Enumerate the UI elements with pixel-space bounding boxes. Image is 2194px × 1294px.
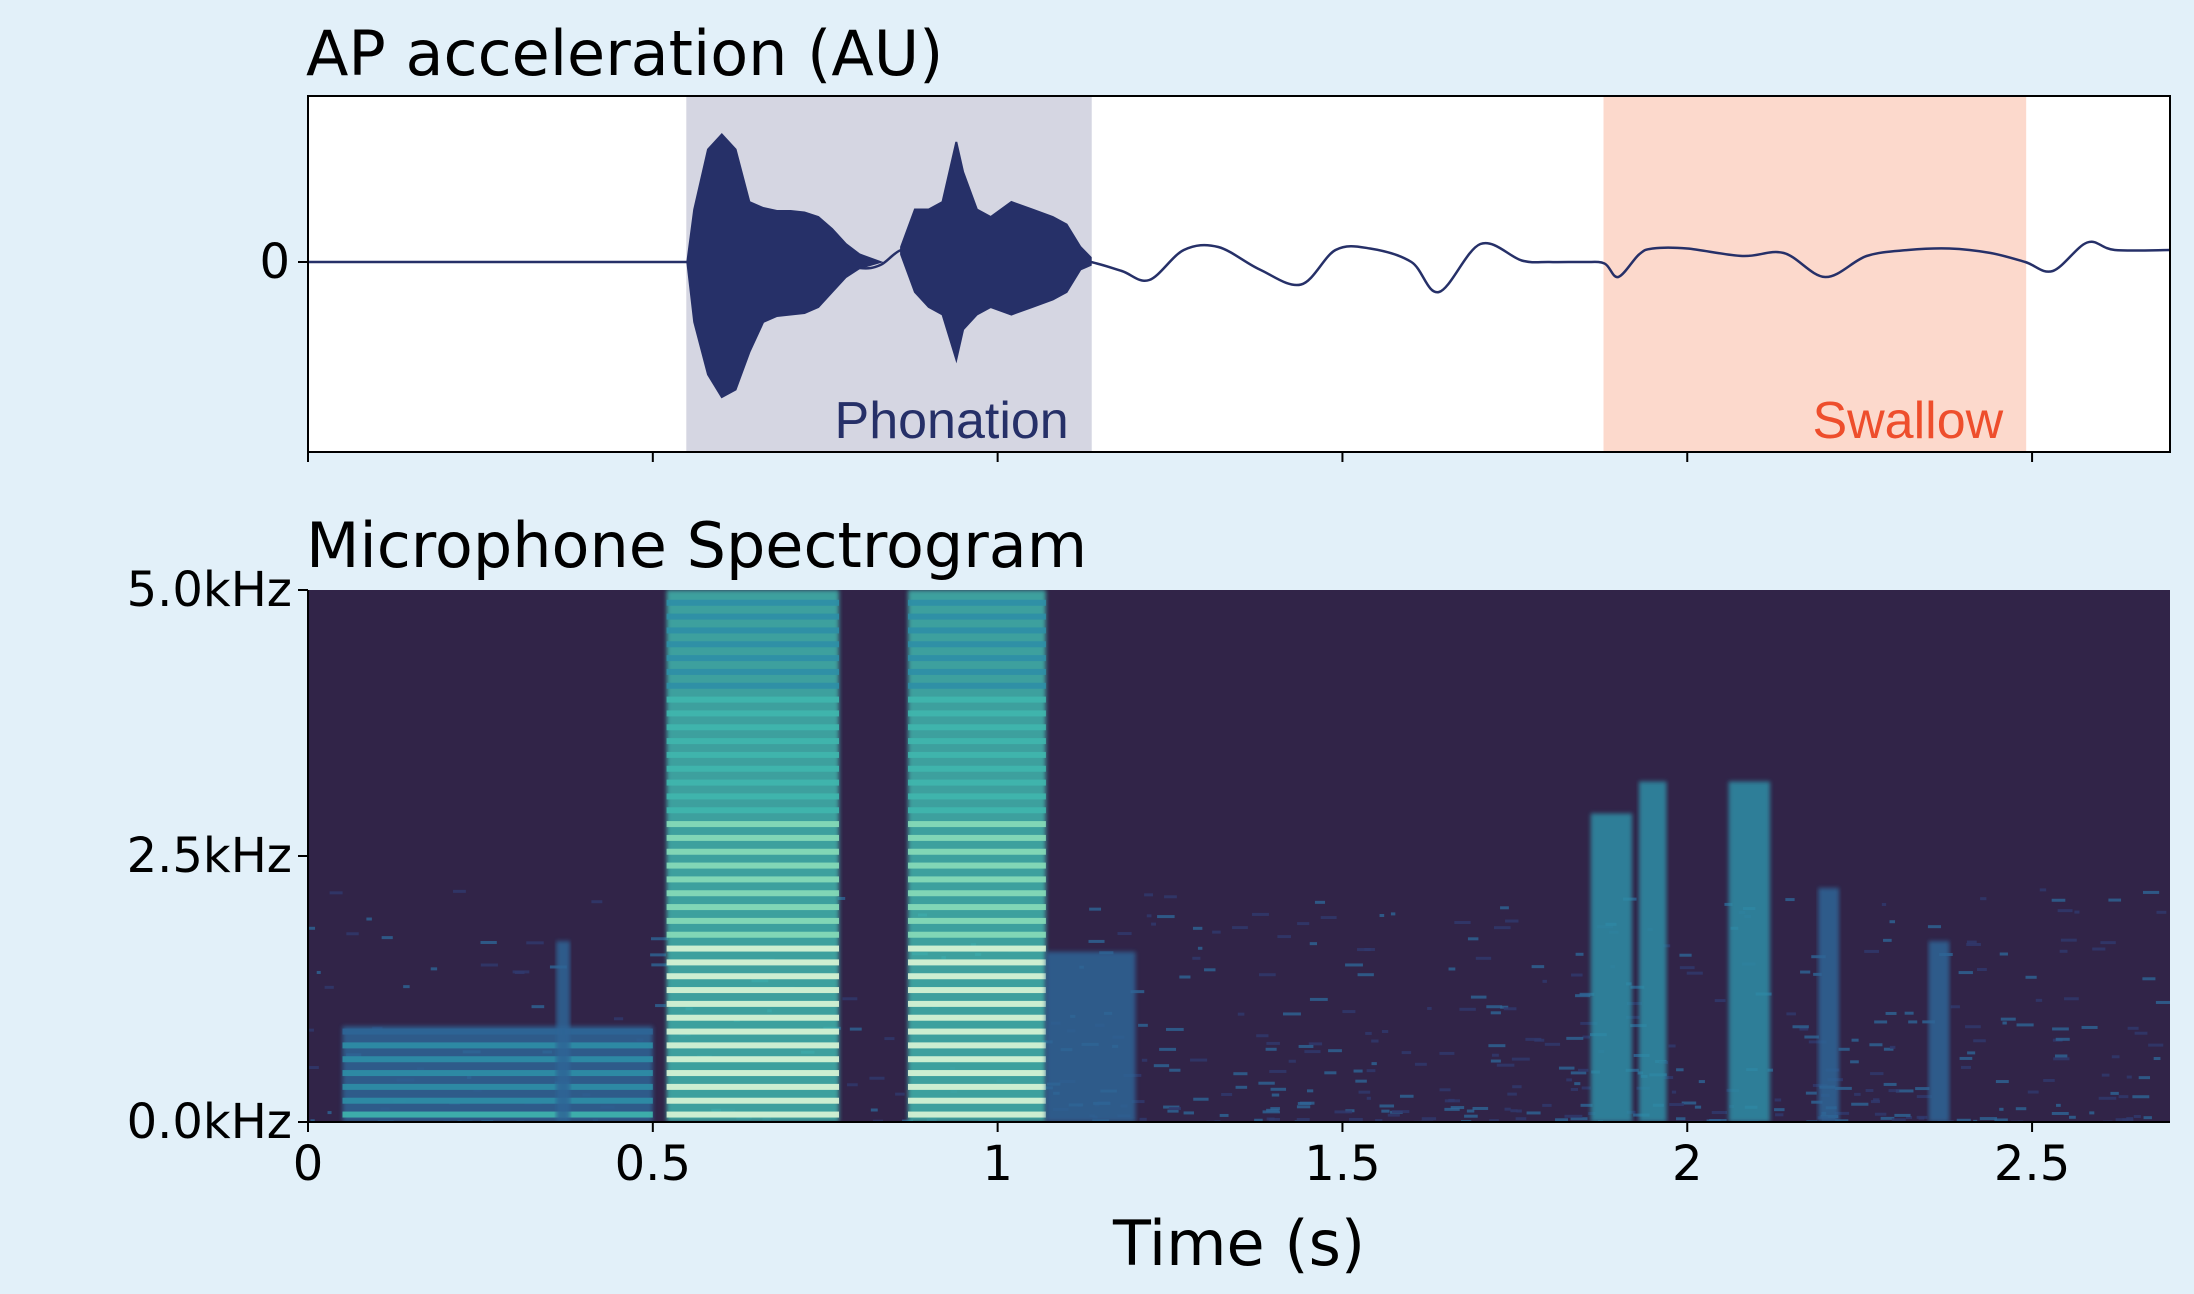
spectral-burst-8 (1818, 887, 1839, 1122)
phonation-burst-2 (900, 141, 1092, 364)
spectral-burst-10 (556, 941, 571, 1122)
spectral-burst-2 (907, 590, 1046, 1122)
x-tick-label: 2.5 (1994, 1136, 2070, 1192)
y-tick-label: 5.0kHz (127, 562, 292, 618)
spectrogram-panel: Microphone Spectrogram 0 0.5 1 1.5 2 2.5 0.0kH… (127, 509, 2170, 1280)
x-axis-label: Time (s) (1112, 1207, 1365, 1280)
top-y-tick-label: 0 (259, 234, 290, 290)
x-tick-label: 2 (1672, 1136, 1703, 1192)
y-tick-label: 0.0kHz (127, 1094, 292, 1150)
x-tick-label: 1 (982, 1136, 1013, 1192)
spectrogram-title: Microphone Spectrogram (306, 509, 1087, 582)
acceleration-panel: AP acceleration (AU) 0 Phonation Swallow (259, 17, 2171, 462)
x-tick-label: 0 (293, 1136, 324, 1192)
x-tick-label: 0.5 (615, 1136, 691, 1192)
region-label-phonation: Phonation (835, 392, 1069, 450)
acceleration-frame (307, 95, 2171, 453)
acceleration-trace (308, 240, 2171, 294)
spectral-burst-7 (1728, 781, 1771, 1122)
x-tick-label: 1.5 (1304, 1136, 1380, 1192)
spectral-burst-9 (1928, 941, 1950, 1122)
spectral-burst-3 (342, 1026, 653, 1122)
y-tick-label: 2.5kHz (127, 828, 292, 884)
spectral-burst-4 (1045, 951, 1136, 1122)
acceleration-title: AP acceleration (AU) (306, 17, 943, 90)
region-label-swallow: Swallow (1812, 392, 2003, 450)
spectral-burst-1 (666, 590, 840, 1122)
phonation-burst-1 (686, 133, 884, 399)
spectral-burst-6 (1638, 781, 1667, 1122)
spectral-burst-5 (1590, 813, 1633, 1122)
